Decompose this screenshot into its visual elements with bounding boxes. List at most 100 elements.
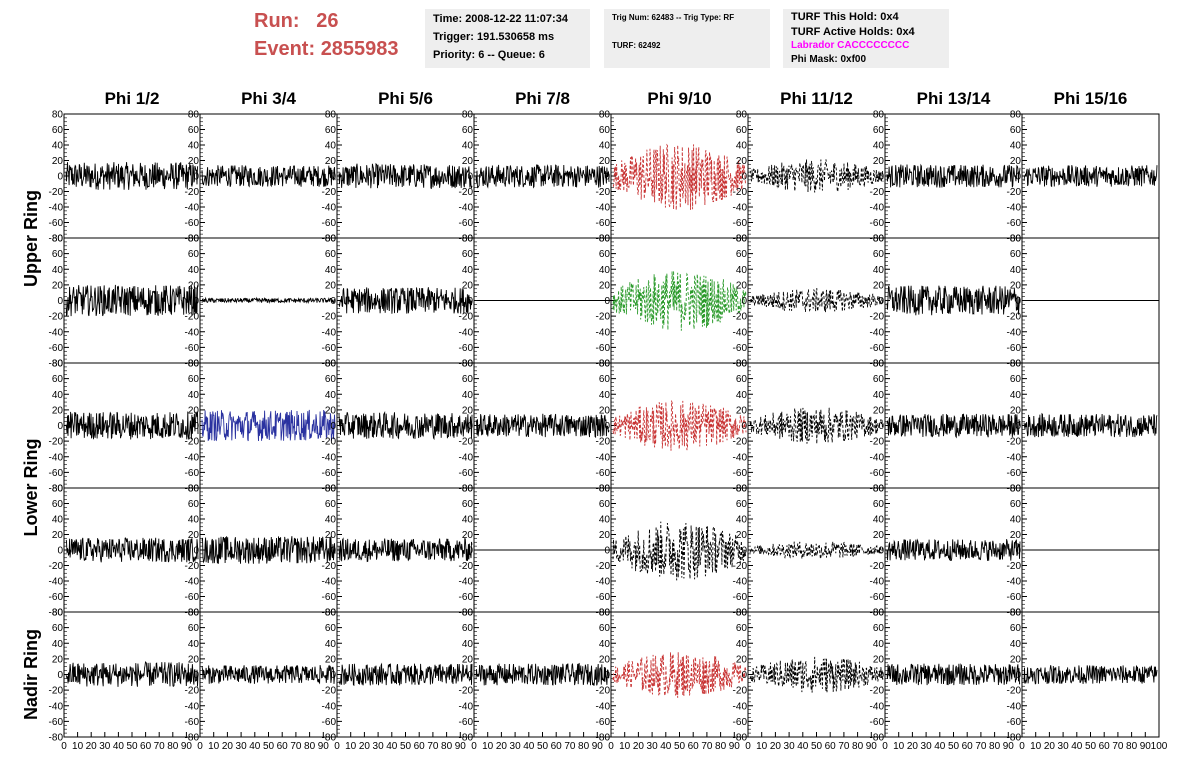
y-tick-label: 80 [325,359,337,370]
y-tick-label: -60 [185,717,200,728]
x-tick-label: 90 [1140,741,1152,752]
y-tick-label: 80 [325,234,337,245]
y-tick-label: -40 [185,577,200,588]
y-tick-label: 20 [188,405,200,416]
waveform-trace [201,296,335,305]
y-tick-label: -40 [185,203,200,214]
y-tick-label: -80 [1007,234,1022,245]
y-tick-label: -40 [596,327,611,338]
y-tick-label: -20 [733,437,748,448]
y-tick-label: -60 [1007,218,1022,229]
ring-label: Nadir Ring [21,629,41,720]
y-tick-label: 20 [188,530,200,541]
y-tick-label: -80 [322,484,337,495]
x-tick-label: 80 [167,741,179,752]
y-tick-label: 20 [325,530,337,541]
waveform-trace [338,662,473,687]
y-tick-label: -40 [185,327,200,338]
x-tick-label: 80 [441,741,453,752]
y-tick-label: 0 [467,296,473,307]
y-tick-label: 60 [188,623,200,634]
y-tick-label: 20 [599,156,611,167]
x-tick-label: 80 [1126,741,1138,752]
x-tick-label: 90 [455,741,467,752]
y-tick-label: 40 [52,265,64,276]
y-tick-label: 0 [604,421,610,432]
column-header: Phi 15/16 [1054,89,1128,108]
y-tick-label: -40 [185,452,200,463]
y-tick-label: -60 [459,218,474,229]
y-tick-label: -80 [322,234,337,245]
trig-info-panel: Trig Num: 62483 -- Trig Type: RF TURF: 6… [604,9,770,68]
y-tick-label: 0 [193,546,199,557]
y-tick-label: -60 [459,468,474,479]
y-tick-label: 20 [52,654,64,665]
column-header: Phi 13/14 [917,89,991,108]
y-tick-label: 60 [52,249,64,260]
x-tick-label: 0 [61,741,67,752]
y-tick-label: 40 [188,265,200,276]
y-tick-label: -60 [185,218,200,229]
x-tick-label: 20 [1044,741,1056,752]
x-tick-label: 90 [1003,741,1015,752]
y-tick-label: -20 [322,561,337,572]
waveform-trace [201,165,336,188]
x-tick-label: 20 [359,741,371,752]
x-tick-label: 90 [729,741,741,752]
waveform-trace [612,652,747,698]
y-tick-label: 0 [878,172,884,183]
x-tick-label: 20 [770,741,782,752]
y-tick-label: 60 [52,374,64,385]
x-tick-label: 70 [975,741,987,752]
y-tick-label: 20 [52,405,64,416]
y-tick-label: 20 [599,530,611,541]
x-tick-label: 60 [1099,741,1111,752]
phi-mask-text: Phi Mask: 0xf00 [791,54,867,65]
y-tick-label: 40 [736,141,748,152]
y-tick-label: -60 [733,343,748,354]
waveform-trace [886,285,1021,316]
y-tick-label: 0 [57,172,63,183]
y-tick-label: 40 [325,265,337,276]
y-tick-label: 20 [736,530,748,541]
waveform-trace [338,410,473,441]
priority-text: Priority: 6 -- Queue: 6 [433,49,545,61]
y-tick-label: -40 [1007,452,1022,463]
y-tick-label: 60 [1010,623,1022,634]
y-tick-label: 80 [462,110,474,121]
y-tick-label: -40 [1007,577,1022,588]
y-tick-label: -60 [733,218,748,229]
y-tick-label: 20 [325,654,337,665]
y-tick-label: -40 [733,701,748,712]
x-tick-label: 50 [674,741,686,752]
y-tick-label: -60 [596,592,611,603]
y-tick-label: 40 [736,515,748,526]
y-tick-label: 40 [873,639,885,650]
y-tick-label: 60 [462,499,474,510]
y-tick-label: 60 [325,374,337,385]
y-tick-label: -60 [322,343,337,354]
waveform-trace [886,413,1021,439]
y-tick-label: 0 [878,421,884,432]
y-tick-label: -20 [185,312,200,323]
y-tick-label: -60 [870,343,885,354]
waveform-trace [338,162,473,190]
y-tick-label: 80 [873,608,885,619]
y-tick-label: -60 [733,592,748,603]
y-tick-label: -80 [870,484,885,495]
y-tick-label: -40 [733,203,748,214]
y-tick-label: -60 [322,717,337,728]
y-tick-label: 80 [873,234,885,245]
x-tick-label: 50 [1085,741,1097,752]
y-tick-label: -40 [322,701,337,712]
y-tick-label: 40 [325,141,337,152]
y-tick-label: 0 [604,546,610,557]
y-tick-label: 60 [188,125,200,136]
x-tick-label: 40 [113,741,125,752]
y-tick-label: -40 [1007,701,1022,712]
y-tick-label: 40 [599,141,611,152]
y-tick-label: -20 [459,437,474,448]
y-tick-label: 0 [741,296,747,307]
x-tick-label: 20 [907,741,919,752]
waveform-trace [475,413,610,439]
